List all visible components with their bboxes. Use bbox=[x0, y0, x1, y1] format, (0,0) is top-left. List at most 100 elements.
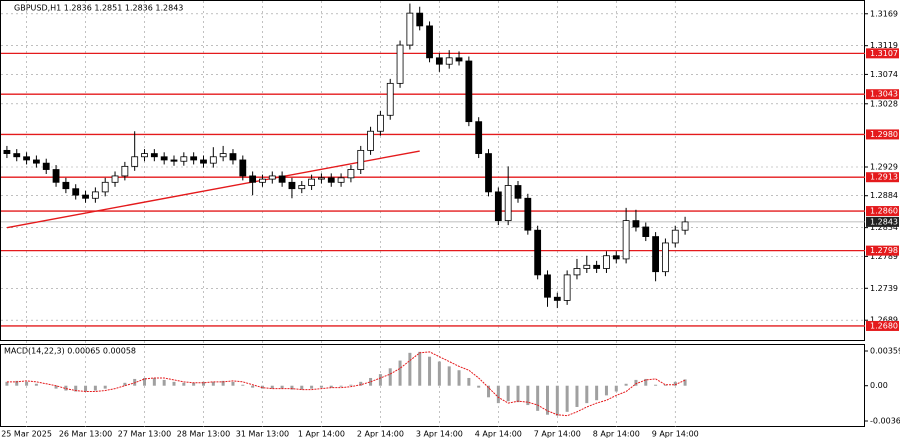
candle-body bbox=[131, 156, 139, 167]
y-tick-label: 1.3028 bbox=[870, 99, 898, 108]
x-tick-label: 28 Mar 13:00 bbox=[177, 430, 230, 439]
x-tick-label: 2 Apr 14:00 bbox=[357, 430, 404, 439]
candle-body bbox=[603, 255, 610, 269]
candle-body bbox=[386, 82, 394, 116]
x-tick-label: 26 Mar 13:00 bbox=[59, 430, 112, 439]
x-tick-label: 25 Mar 2025 bbox=[1, 430, 52, 439]
chart-title: GBPUSD,H1 1.2836 1.2851 1.2836 1.2843 bbox=[14, 4, 183, 13]
candle-body bbox=[141, 153, 148, 158]
candle-body bbox=[347, 169, 355, 179]
candle-body bbox=[416, 12, 424, 27]
level-label: 1.2860 bbox=[870, 207, 898, 216]
candle-body bbox=[278, 175, 286, 183]
candle-body bbox=[514, 185, 522, 199]
x-tick-label: 31 Mar 13:00 bbox=[236, 430, 289, 439]
y-tick-label: 1.3169 bbox=[870, 9, 898, 18]
candle-body bbox=[219, 153, 227, 158]
candle-body bbox=[534, 229, 542, 276]
candle-body bbox=[268, 175, 276, 180]
x-tick-label: 8 Apr 14:00 bbox=[593, 430, 640, 439]
candle-body bbox=[642, 226, 650, 237]
candle-body bbox=[249, 175, 257, 183]
candle-body bbox=[671, 229, 679, 244]
level-label: 1.2980 bbox=[870, 130, 898, 139]
candle-body bbox=[563, 274, 571, 301]
y-tick-label: 1.2884 bbox=[870, 191, 898, 200]
candle-body bbox=[622, 220, 630, 260]
candle-body bbox=[485, 153, 492, 193]
candle-body bbox=[573, 268, 581, 276]
candle-body bbox=[327, 177, 335, 183]
trendline bbox=[6, 150, 420, 229]
candle-body bbox=[445, 57, 453, 65]
candle-body bbox=[652, 236, 659, 273]
level-box bbox=[866, 172, 899, 183]
candle-body bbox=[180, 156, 188, 162]
level-box bbox=[866, 89, 899, 100]
y-tick-label: 1.2689 bbox=[870, 316, 898, 325]
candle-body bbox=[612, 255, 620, 260]
main-frame bbox=[0, 0, 865, 341]
candle-body bbox=[42, 162, 50, 170]
candle-body bbox=[396, 44, 404, 84]
candle-body bbox=[101, 181, 109, 193]
candle-body bbox=[72, 188, 80, 196]
candle-body bbox=[82, 194, 89, 199]
candle-body bbox=[13, 153, 21, 158]
x-tick-label: 3 Apr 14:00 bbox=[416, 430, 463, 439]
y-tick-label: 1.2789 bbox=[870, 252, 898, 261]
candle-body bbox=[62, 181, 70, 190]
candle-body bbox=[593, 264, 601, 269]
candle-body bbox=[406, 12, 414, 46]
candle-body bbox=[259, 178, 266, 183]
candle-body bbox=[298, 185, 306, 190]
candle-body bbox=[524, 197, 532, 231]
current-price-label: 1.2843 bbox=[870, 217, 898, 226]
x-tick-label: 27 Mar 13:00 bbox=[118, 430, 171, 439]
y-tick-label: 0.00 bbox=[870, 381, 888, 390]
level-box bbox=[866, 206, 899, 217]
y-tick-label: 1.3119 bbox=[870, 41, 898, 50]
signal-line bbox=[6, 351, 686, 417]
y-tick-label: 1.3074 bbox=[870, 70, 898, 79]
candle-body bbox=[337, 177, 345, 183]
current-price-box bbox=[866, 216, 899, 227]
candle-body bbox=[239, 159, 247, 177]
candle-body bbox=[170, 159, 178, 162]
x-tick-label: 7 Apr 14:00 bbox=[534, 430, 581, 439]
candle-body bbox=[553, 296, 561, 301]
candle-body bbox=[681, 221, 689, 231]
candle-body bbox=[504, 185, 512, 222]
candle-body bbox=[308, 178, 316, 186]
candle-body bbox=[357, 149, 365, 170]
level-box bbox=[866, 245, 899, 256]
candle-body bbox=[455, 57, 463, 62]
candle-body bbox=[494, 191, 502, 222]
candle-body bbox=[3, 149, 11, 154]
level-box bbox=[866, 48, 899, 59]
candle-body bbox=[150, 153, 158, 158]
candle-body bbox=[475, 121, 483, 154]
candle-body bbox=[111, 175, 119, 183]
y-tick-label: 1.2834 bbox=[870, 223, 898, 232]
candle-body bbox=[33, 159, 40, 164]
y-tick-label: -0.00365 bbox=[870, 417, 900, 426]
x-tick-label: 1 Apr 14:00 bbox=[298, 430, 345, 439]
candle-body bbox=[52, 169, 60, 183]
candle-body bbox=[583, 264, 591, 269]
candle-body bbox=[190, 156, 198, 161]
level-label: 1.2680 bbox=[870, 321, 898, 330]
macd-frame bbox=[0, 344, 865, 427]
candle-body bbox=[160, 156, 168, 161]
candle-body bbox=[367, 130, 374, 151]
candle-body bbox=[91, 191, 99, 199]
candle-body bbox=[465, 60, 473, 123]
candle-body bbox=[200, 159, 207, 164]
level-label: 1.3107 bbox=[870, 49, 898, 58]
level-label: 1.3043 bbox=[870, 90, 898, 99]
candle-body bbox=[23, 156, 30, 161]
candle-body bbox=[229, 153, 237, 161]
level-label: 1.2913 bbox=[870, 173, 898, 182]
candle-body bbox=[426, 25, 433, 59]
